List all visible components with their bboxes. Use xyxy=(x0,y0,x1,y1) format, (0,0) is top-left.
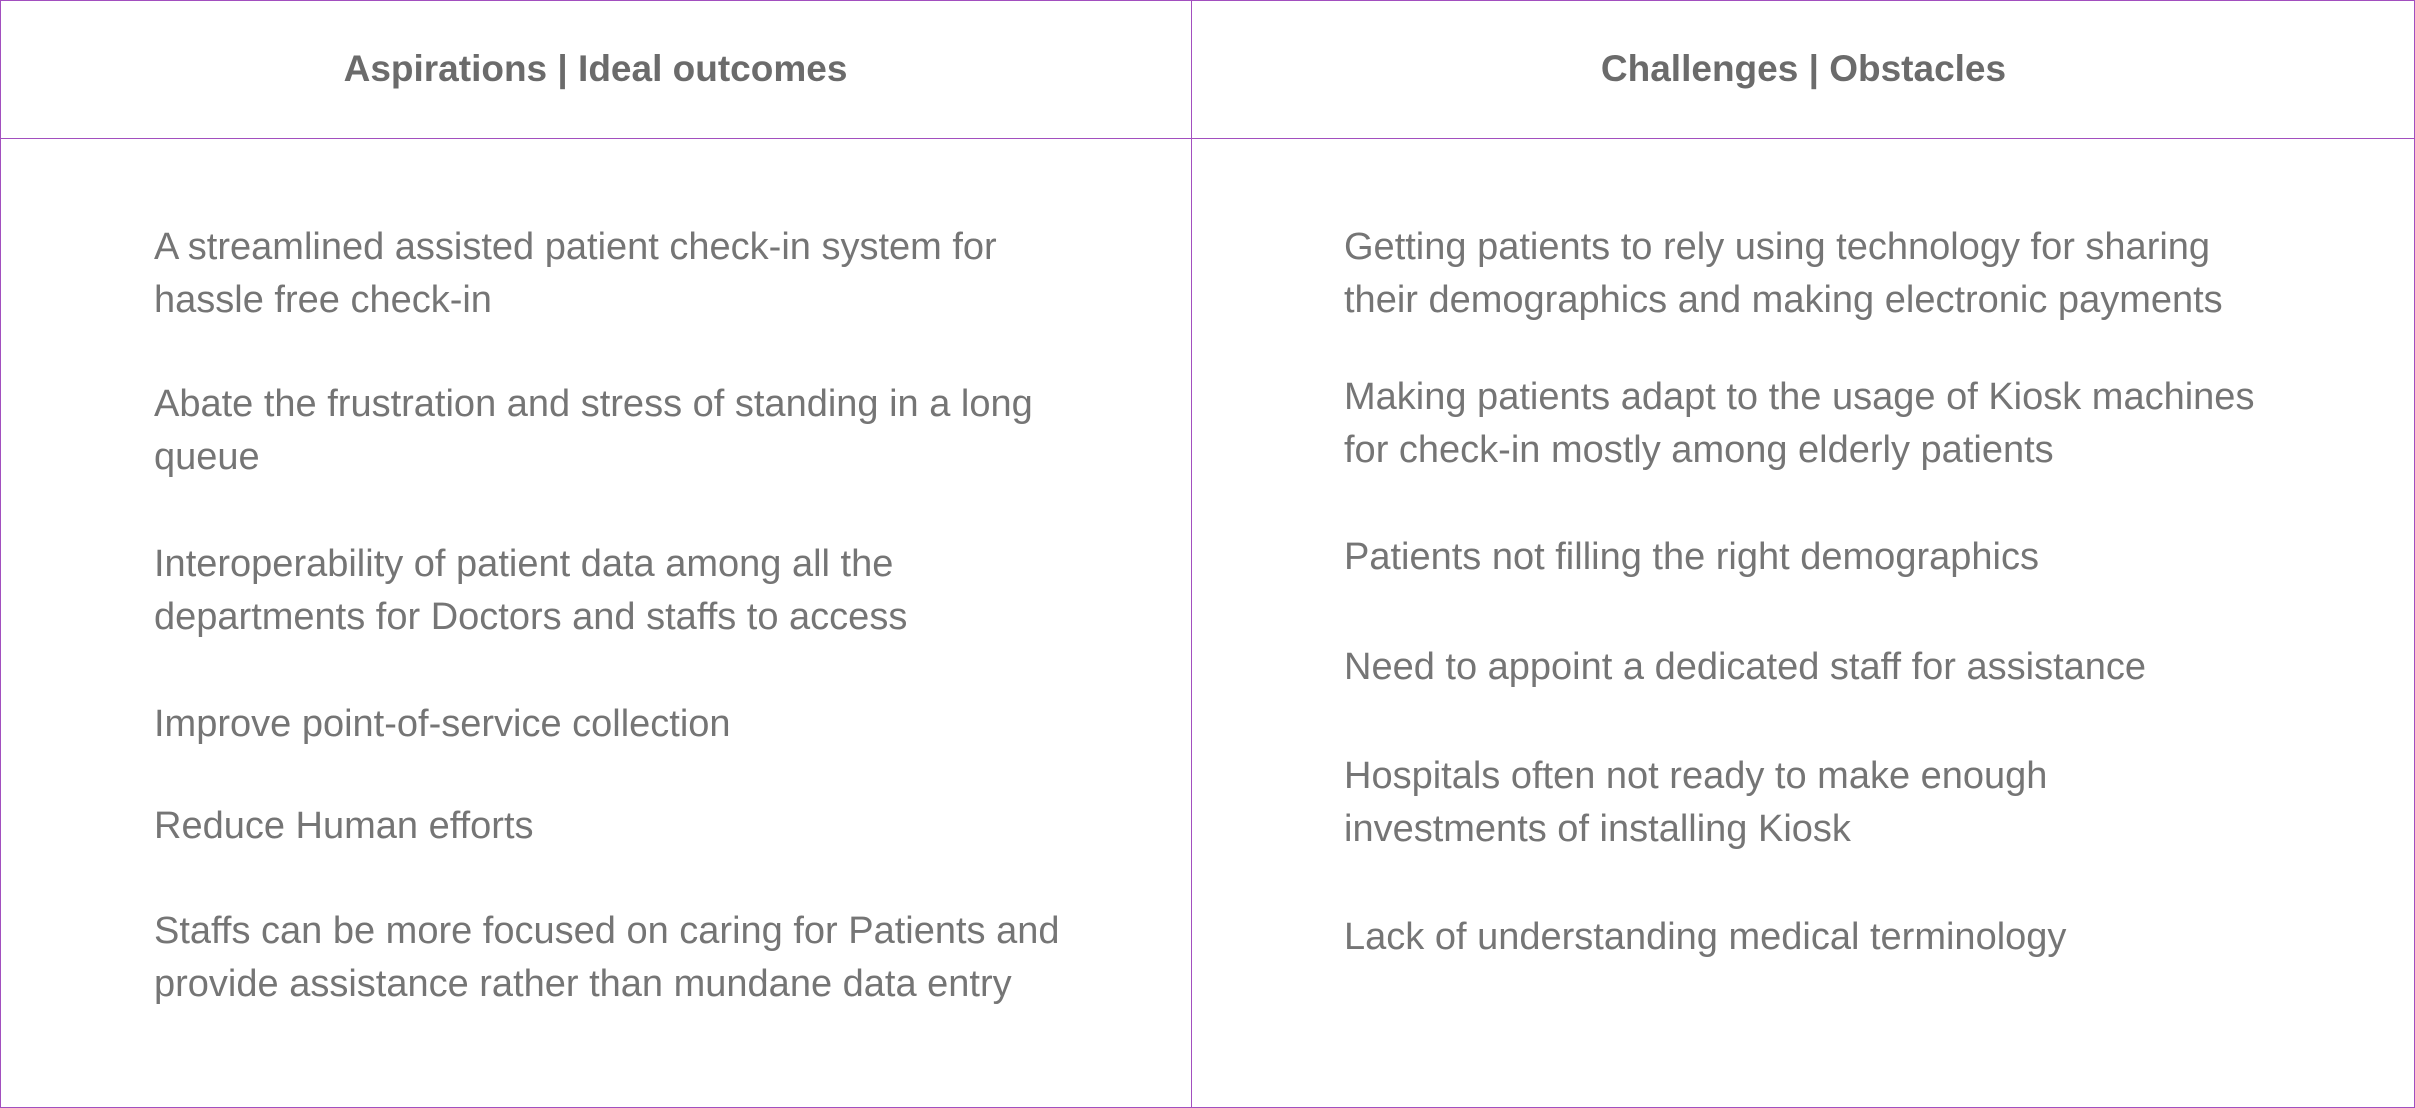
item-line: Making patients adapt to the usage of Ki… xyxy=(1344,376,2255,418)
item-line: A streamlined assisted patient check-in … xyxy=(154,226,997,268)
item-line: Reduce Human efforts xyxy=(154,805,534,847)
list-item: Lack of understanding medical terminolog… xyxy=(1344,911,2066,964)
item-line: for check-in mostly among elderly patien… xyxy=(1344,429,2054,471)
item-line: Improve point-of-service collection xyxy=(154,703,731,745)
list-item: Making patients adapt to the usage of Ki… xyxy=(1344,371,2254,477)
item-line: Interoperability of patient data among a… xyxy=(154,543,894,585)
item-line: Patients not filling the right demograph… xyxy=(1344,536,2039,578)
list-item: Patients not filling the right demograph… xyxy=(1344,531,2039,584)
item-line: their demographics and making electronic… xyxy=(1344,279,2223,321)
list-item: Abate the frustration and stress of stan… xyxy=(154,378,1033,484)
list-item: Improve point-of-service collection xyxy=(154,698,731,751)
list-item: Reduce Human efforts xyxy=(154,800,534,853)
item-line: Abate the frustration and stress of stan… xyxy=(154,383,1033,425)
list-item: Interoperability of patient data among a… xyxy=(154,538,907,644)
header-divider xyxy=(0,138,2415,139)
item-line: Staffs can be more focused on caring for… xyxy=(154,910,1060,952)
aspirations-header: Aspirations | Ideal outcomes xyxy=(343,48,848,89)
column-divider xyxy=(1191,0,1192,1108)
challenges-header: Challenges | Obstacles xyxy=(1600,48,2007,89)
list-item: Getting patients to rely using technolog… xyxy=(1344,221,2223,327)
item-line: Getting patients to rely using technolog… xyxy=(1344,226,2211,268)
item-line: Need to appoint a dedicated staff for as… xyxy=(1344,646,2147,688)
list-item: Hospitals often not ready to make enough… xyxy=(1344,750,2047,856)
item-line: Hospitals often not ready to make enough xyxy=(1344,755,2048,797)
item-line: Lack of understanding medical terminolog… xyxy=(1344,916,2067,958)
list-item: Need to appoint a dedicated staff for as… xyxy=(1344,641,2146,694)
list-item: Staffs can be more focused on caring for… xyxy=(154,905,1060,1011)
item-line: departments for Doctors and staffs to ac… xyxy=(154,596,908,638)
item-line: hassle free check-in xyxy=(154,279,492,321)
list-item: A streamlined assisted patient check-in … xyxy=(154,221,997,327)
item-line: investments of installing Kiosk xyxy=(1344,808,1851,850)
item-line: provide assistance rather than mundane d… xyxy=(154,963,1012,1005)
item-line: queue xyxy=(154,436,260,478)
